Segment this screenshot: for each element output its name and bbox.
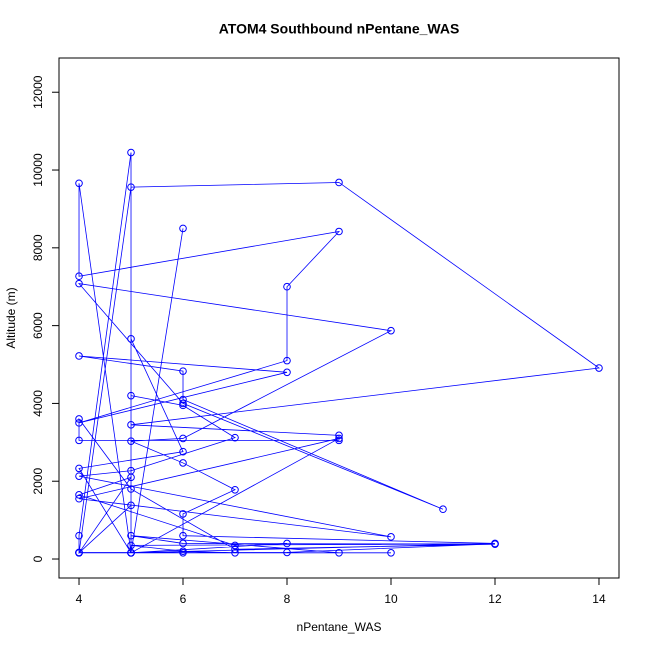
data-point (75, 272, 83, 281)
data-point (75, 464, 83, 473)
data-point (179, 447, 187, 456)
data-point (75, 179, 83, 188)
data-point (283, 356, 291, 365)
data-point (179, 224, 187, 233)
data-point (179, 395, 187, 404)
data-point (75, 279, 83, 288)
data-point (179, 399, 187, 408)
data-point (231, 548, 239, 557)
data-point (127, 391, 135, 400)
x-tick-label: 6 (180, 592, 187, 606)
data-point (127, 473, 135, 482)
y-tick-label: 2000 (31, 468, 45, 495)
data-point (231, 545, 239, 554)
data-point (595, 364, 603, 372)
data-point (335, 436, 343, 445)
x-axis-label: nPentane_WAS (297, 620, 382, 634)
data-point (283, 548, 291, 557)
data-point (491, 540, 499, 548)
chart-title: ATOM4 Southbound nPentane_WAS (219, 21, 460, 37)
y-tick-label: 0 (31, 555, 45, 562)
data-point (127, 437, 135, 445)
data-point (75, 419, 83, 427)
y-tick-label: 10000 (31, 153, 45, 187)
data-point (179, 401, 187, 410)
x-tick-label: 8 (284, 592, 291, 606)
data-point (335, 434, 343, 443)
data-point (179, 510, 187, 518)
x-tick-label: 12 (488, 592, 502, 606)
data-point (127, 335, 135, 343)
data-point (335, 548, 343, 557)
data-point (127, 531, 135, 540)
y-axis-label: Altitude (m) (4, 287, 18, 348)
data-point (127, 148, 135, 157)
data-point (75, 548, 83, 557)
data-point (127, 485, 135, 493)
x-tick-label: 14 (592, 592, 606, 606)
y-tick-label: 4000 (31, 390, 45, 417)
data-point (75, 491, 83, 499)
data-point (231, 433, 239, 442)
data-point (75, 472, 83, 480)
data-point (387, 533, 395, 541)
data-point (231, 541, 239, 550)
y-tick-label: 12000 (31, 75, 45, 109)
data-point (179, 539, 187, 548)
data-point (387, 548, 395, 557)
data-point (387, 326, 395, 335)
data-point (75, 531, 83, 540)
data-point (127, 501, 135, 510)
data-point (283, 539, 291, 548)
data-point (75, 415, 83, 423)
data-point (179, 531, 187, 540)
data-point (75, 436, 83, 445)
data-point (179, 547, 187, 556)
data-point (179, 434, 187, 443)
data-point (439, 505, 447, 514)
data-point (127, 421, 135, 429)
data-point (335, 178, 343, 187)
data-point (179, 367, 187, 375)
data-point (335, 227, 343, 236)
data-point (127, 541, 135, 550)
x-tick-label: 10 (384, 592, 398, 606)
data-point (283, 282, 291, 291)
data-point (335, 431, 343, 440)
data-point (283, 368, 291, 377)
y-tick-label: 6000 (31, 312, 45, 339)
data-line (77, 152, 601, 554)
data-point (179, 459, 187, 467)
data-point (127, 183, 135, 191)
y-tick-label: 8000 (31, 234, 45, 261)
x-tick-label: 4 (76, 592, 83, 606)
data-point (75, 352, 83, 360)
data-point (75, 494, 83, 503)
data-point (231, 485, 239, 494)
data-point (127, 548, 135, 557)
